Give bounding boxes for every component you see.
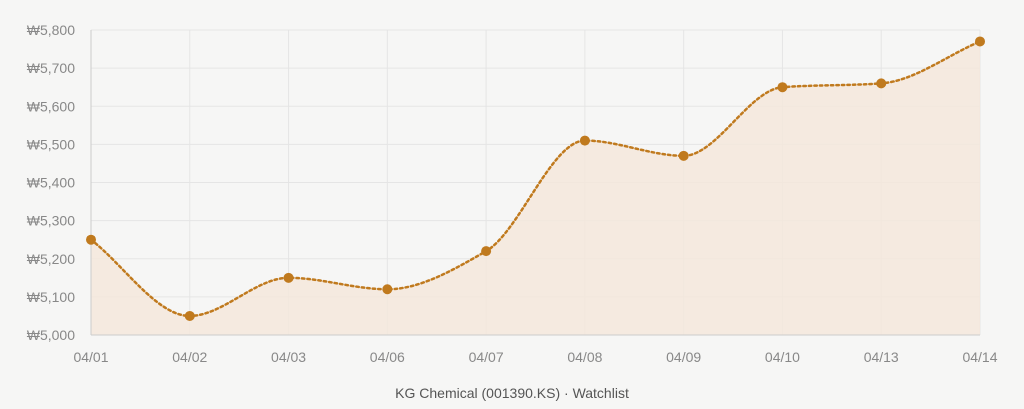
y-tick-labels: ₩5,000 ₩5,100 ₩5,200 ₩5,300 ₩5,400 ₩5,500 ₩5,6…	[27, 22, 75, 343]
series-line	[89, 40, 982, 318]
y-tick-label: ₩5,500	[27, 136, 75, 152]
data-point[interactable]	[382, 284, 393, 295]
x-tick-label: 04/03	[271, 349, 306, 365]
x-tick-label: 04/13	[864, 349, 899, 365]
data-point[interactable]	[579, 135, 590, 146]
y-tick-label: ₩5,600	[27, 98, 75, 114]
data-points	[86, 36, 985, 321]
data-point[interactable]	[678, 150, 689, 161]
x-tick-label: 04/02	[172, 349, 207, 365]
data-point[interactable]	[481, 246, 492, 257]
x-tick-label: 04/09	[666, 349, 701, 365]
data-point[interactable]	[184, 310, 195, 321]
x-tick-label: 04/10	[765, 349, 800, 365]
y-tick-label: ₩5,700	[27, 60, 75, 76]
x-tick-labels: 04/01 04/02 04/03 04/06 04/07 04/08 04/09 04/10…	[73, 349, 997, 365]
y-tick-label: ₩5,400	[27, 175, 75, 191]
x-tick-label: 04/08	[567, 349, 602, 365]
data-point[interactable]	[86, 234, 96, 245]
y-tick-label: ₩5,100	[27, 289, 75, 305]
x-tick-label: 04/07	[469, 349, 504, 365]
x-tick-label: 04/14	[962, 349, 997, 365]
x-tick-label: 04/01	[73, 349, 108, 365]
y-tick-label: ₩5,300	[27, 213, 75, 229]
data-point[interactable]	[777, 82, 788, 93]
area-fill	[91, 41, 980, 335]
x-tick-label: 04/06	[370, 349, 405, 365]
y-tick-label: ₩5,200	[27, 251, 75, 267]
y-tick-label: ₩5,800	[27, 22, 75, 38]
data-point[interactable]	[975, 36, 985, 47]
y-tick-label: ₩5,000	[27, 327, 75, 343]
data-point[interactable]	[876, 78, 887, 89]
data-point[interactable]	[283, 272, 294, 283]
chart-caption: KG Chemical (001390.KS) · Watchlist	[395, 385, 629, 401]
